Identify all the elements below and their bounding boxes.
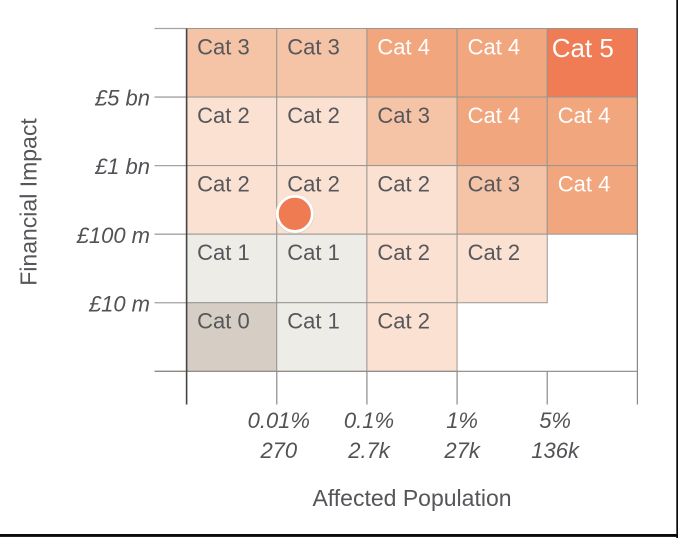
svg-text:Cat 3: Cat 3 bbox=[377, 103, 430, 128]
svg-text:Cat 2: Cat 2 bbox=[377, 309, 430, 334]
svg-text:£10 m: £10 m bbox=[88, 291, 150, 316]
svg-text:2.7k: 2.7k bbox=[347, 438, 391, 463]
svg-text:1%: 1% bbox=[446, 408, 478, 433]
svg-text:Cat 2: Cat 2 bbox=[197, 172, 250, 197]
svg-text:Cat 4: Cat 4 bbox=[468, 35, 521, 60]
svg-text:Cat 5: Cat 5 bbox=[552, 33, 614, 63]
svg-text:27k: 27k bbox=[443, 438, 480, 463]
svg-text:Financial Impact: Financial Impact bbox=[16, 118, 42, 286]
svg-text:Cat 2: Cat 2 bbox=[377, 172, 430, 197]
svg-text:Cat 3: Cat 3 bbox=[468, 172, 521, 197]
svg-text:Cat 4: Cat 4 bbox=[468, 103, 521, 128]
svg-text:Cat 3: Cat 3 bbox=[287, 35, 340, 60]
svg-text:5%: 5% bbox=[539, 408, 571, 433]
svg-text:Cat 1: Cat 1 bbox=[287, 240, 340, 265]
svg-text:136k: 136k bbox=[531, 438, 580, 463]
svg-text:Cat 1: Cat 1 bbox=[287, 309, 340, 334]
svg-text:0.01%: 0.01% bbox=[248, 408, 310, 433]
svg-text:Cat 2: Cat 2 bbox=[468, 240, 521, 265]
svg-text:£1 bn: £1 bn bbox=[94, 154, 150, 179]
svg-text:Cat 2: Cat 2 bbox=[287, 103, 340, 128]
svg-text:Cat 4: Cat 4 bbox=[558, 103, 611, 128]
svg-text:Cat 3: Cat 3 bbox=[197, 35, 250, 60]
svg-text:£5 bn: £5 bn bbox=[94, 86, 150, 111]
svg-text:Affected Population: Affected Population bbox=[312, 485, 511, 511]
svg-text:£100 m: £100 m bbox=[76, 223, 150, 248]
svg-text:Cat 4: Cat 4 bbox=[377, 35, 430, 60]
svg-text:0.1%: 0.1% bbox=[344, 408, 394, 433]
svg-text:Cat 2: Cat 2 bbox=[287, 172, 340, 197]
svg-text:Cat 1: Cat 1 bbox=[197, 240, 250, 265]
svg-text:Cat 2: Cat 2 bbox=[197, 103, 250, 128]
svg-text:Cat 2: Cat 2 bbox=[377, 240, 430, 265]
svg-text:270: 270 bbox=[259, 438, 297, 463]
svg-text:Cat 4: Cat 4 bbox=[558, 172, 611, 197]
svg-text:Cat 0: Cat 0 bbox=[197, 309, 250, 334]
